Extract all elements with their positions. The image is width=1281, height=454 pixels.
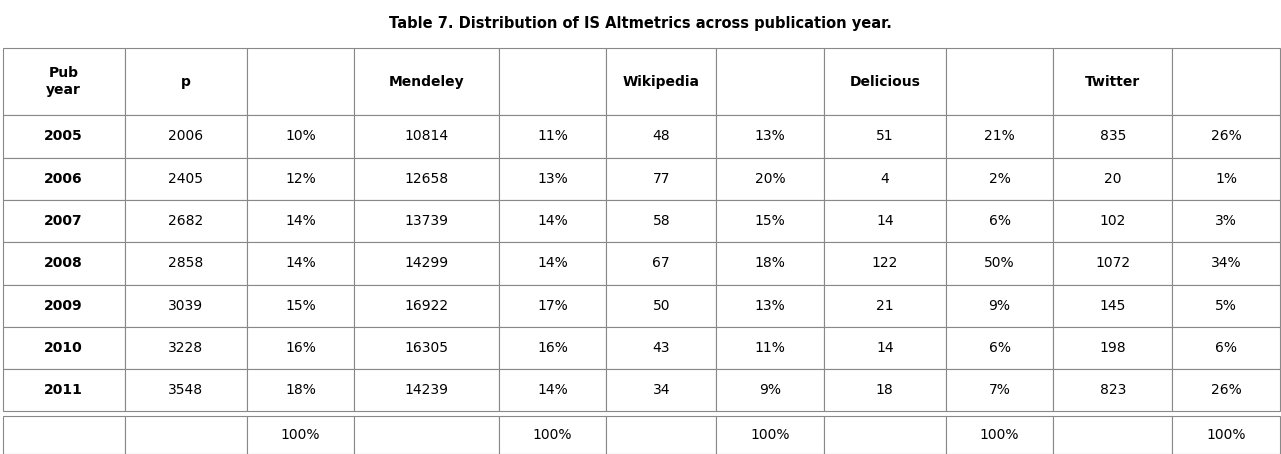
Text: 3228: 3228 [168, 341, 204, 355]
Text: 15%: 15% [755, 214, 785, 228]
Text: 77: 77 [652, 172, 670, 186]
Text: 2005: 2005 [45, 129, 83, 143]
Text: 2%: 2% [989, 172, 1011, 186]
Text: 14%: 14% [286, 257, 316, 271]
Text: 17%: 17% [537, 299, 567, 313]
Text: 13%: 13% [537, 172, 567, 186]
Text: 100%: 100% [980, 428, 1020, 442]
Text: 50: 50 [652, 299, 670, 313]
Text: 835: 835 [1099, 129, 1126, 143]
Text: 18%: 18% [286, 383, 316, 397]
Text: 48: 48 [652, 129, 670, 143]
Text: 10%: 10% [286, 129, 316, 143]
Text: 20: 20 [1104, 172, 1122, 186]
Text: 1072: 1072 [1095, 257, 1130, 271]
Text: 100%: 100% [1207, 428, 1246, 442]
Text: 2006: 2006 [168, 129, 204, 143]
Text: 100%: 100% [751, 428, 790, 442]
Text: 12658: 12658 [405, 172, 448, 186]
Text: 198: 198 [1099, 341, 1126, 355]
Text: 14%: 14% [286, 214, 316, 228]
Text: 16%: 16% [537, 341, 567, 355]
Text: 14%: 14% [537, 383, 567, 397]
Text: 26%: 26% [1211, 383, 1241, 397]
Text: 10814: 10814 [405, 129, 448, 143]
Text: 14%: 14% [537, 257, 567, 271]
Text: Delicious: Delicious [849, 74, 920, 89]
Text: Table 7. Distribution of IS Altmetrics across publication year.: Table 7. Distribution of IS Altmetrics a… [389, 16, 892, 31]
Text: 2007: 2007 [45, 214, 83, 228]
Text: 11%: 11% [537, 129, 567, 143]
Text: 21: 21 [876, 299, 894, 313]
Text: 5%: 5% [1216, 299, 1237, 313]
Text: 823: 823 [1099, 383, 1126, 397]
Text: 2006: 2006 [45, 172, 83, 186]
Text: 1%: 1% [1216, 172, 1237, 186]
Text: 14239: 14239 [405, 383, 448, 397]
Text: 6%: 6% [1216, 341, 1237, 355]
Text: 18: 18 [876, 383, 894, 397]
Text: 2010: 2010 [45, 341, 83, 355]
Text: 34: 34 [652, 383, 670, 397]
Text: 21%: 21% [984, 129, 1015, 143]
Text: Mendeley: Mendeley [388, 74, 464, 89]
Text: 51: 51 [876, 129, 894, 143]
Text: Pub
year: Pub year [46, 66, 81, 97]
Text: 4: 4 [880, 172, 889, 186]
Text: 2009: 2009 [45, 299, 83, 313]
Text: 2682: 2682 [168, 214, 204, 228]
Text: 2858: 2858 [168, 257, 204, 271]
Text: 2405: 2405 [168, 172, 204, 186]
Text: 43: 43 [652, 341, 670, 355]
Text: 11%: 11% [755, 341, 785, 355]
Text: 9%: 9% [760, 383, 781, 397]
Text: 15%: 15% [286, 299, 316, 313]
Text: 3548: 3548 [168, 383, 204, 397]
Text: 20%: 20% [755, 172, 785, 186]
Text: p: p [181, 74, 191, 89]
Text: 50%: 50% [984, 257, 1015, 271]
Text: 14: 14 [876, 214, 894, 228]
Text: 12%: 12% [286, 172, 316, 186]
Text: 13%: 13% [755, 129, 785, 143]
Text: 16%: 16% [286, 341, 316, 355]
Text: 9%: 9% [989, 299, 1011, 313]
Text: 14299: 14299 [405, 257, 448, 271]
Text: 26%: 26% [1211, 129, 1241, 143]
Text: 6%: 6% [989, 341, 1011, 355]
Text: 14: 14 [876, 341, 894, 355]
Text: 100%: 100% [533, 428, 573, 442]
Text: 16305: 16305 [405, 341, 448, 355]
Text: 67: 67 [652, 257, 670, 271]
Text: 2008: 2008 [45, 257, 83, 271]
Text: 18%: 18% [755, 257, 785, 271]
Text: 6%: 6% [989, 214, 1011, 228]
Text: 13%: 13% [755, 299, 785, 313]
Text: 2011: 2011 [45, 383, 83, 397]
Text: 34%: 34% [1211, 257, 1241, 271]
Text: Wikipedia: Wikipedia [623, 74, 699, 89]
Text: 13739: 13739 [405, 214, 448, 228]
Text: 100%: 100% [281, 428, 320, 442]
Text: 7%: 7% [989, 383, 1011, 397]
Text: 16922: 16922 [405, 299, 448, 313]
Text: 14%: 14% [537, 214, 567, 228]
Text: 145: 145 [1099, 299, 1126, 313]
Text: 122: 122 [871, 257, 898, 271]
Text: 3%: 3% [1216, 214, 1237, 228]
Text: 58: 58 [652, 214, 670, 228]
Text: 3039: 3039 [168, 299, 204, 313]
Text: Twitter: Twitter [1085, 74, 1140, 89]
Text: 102: 102 [1099, 214, 1126, 228]
